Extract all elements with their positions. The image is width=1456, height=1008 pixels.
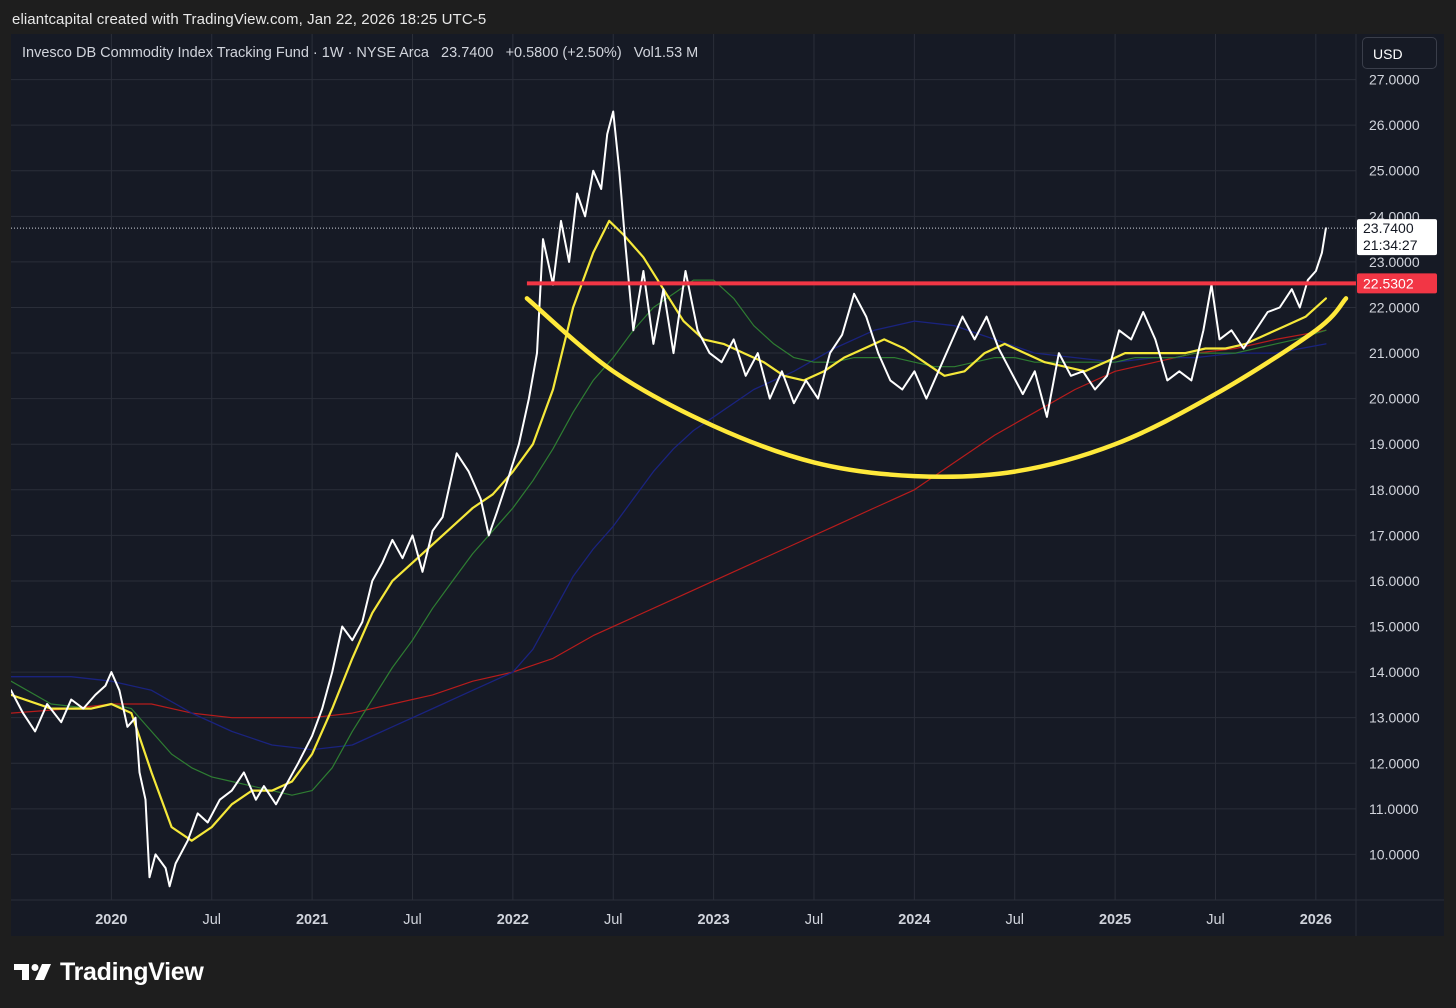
y-tick-label: 20.0000 — [1369, 391, 1420, 407]
legend-vol-value: 1.53 M — [653, 45, 699, 61]
last-price-label-bg — [1357, 219, 1437, 256]
legend-vol-label: Vol — [633, 45, 654, 61]
footer-logo[interactable]: TradingView — [14, 957, 204, 987]
x-tick-label: 2025 — [1099, 912, 1131, 928]
tradingview-logo-icon — [14, 964, 51, 980]
time-axis[interactable]: 2020 Jul 2021 Jul 2022 Jul 2023 Jul 2024 Jul 2025 J… — [95, 912, 1332, 928]
x-tick-label: 2020 — [95, 912, 127, 928]
tradingview-logo-text: TradingView — [60, 957, 204, 986]
series-layer — [11, 110, 1327, 888]
chart-frame[interactable]: 10.0000 11.0000 12.0000 13.0000 14.0000 15.00… — [11, 34, 1444, 936]
cup-drawing[interactable] — [524, 296, 1349, 480]
y-tick-label: 15.0000 — [1369, 619, 1420, 635]
series-ma-blue — [11, 320, 1327, 751]
x-tick-label: Jul — [604, 912, 623, 928]
y-tick-label: 21.0000 — [1369, 345, 1420, 361]
legend-price: 23.7400 — [441, 45, 494, 61]
chart-legend: Invesco DB Commodity Index Tracking Fund… — [22, 45, 698, 61]
x-tick-label: 2024 — [898, 912, 930, 928]
y-tick-label: 16.0000 — [1369, 573, 1420, 589]
series-ma-yellow — [11, 219, 1327, 842]
y-tick-label: 10.0000 — [1369, 846, 1420, 862]
x-tick-label: Jul — [202, 912, 221, 928]
y-tick-label: 26.0000 — [1369, 117, 1420, 133]
y-tick-label: 13.0000 — [1369, 710, 1420, 726]
countdown-label: 21:34:27 — [1363, 237, 1418, 253]
y-tick-label: 19.0000 — [1369, 436, 1420, 452]
x-tick-label: 2022 — [497, 912, 529, 928]
y-tick-label: 11.0000 — [1369, 801, 1419, 817]
chart-svg[interactable]: 10.0000 11.0000 12.0000 13.0000 14.0000 15.00… — [11, 34, 1444, 936]
overlay-layer — [11, 227, 1356, 480]
grid — [11, 34, 1356, 900]
resistance-label-bg — [1357, 273, 1437, 294]
last-price-label: 23.7400 — [1363, 220, 1414, 236]
resistance-label: 22.5302 — [1363, 275, 1414, 291]
x-tick-label: 2026 — [1300, 912, 1332, 928]
chart-credit: eliantcapital created with TradingView.c… — [12, 11, 487, 28]
legend-change: +0.5800 (+2.50%) — [505, 45, 622, 61]
x-tick-label: Jul — [1206, 912, 1225, 928]
series-ma-red — [11, 329, 1327, 719]
x-tick-label: 2023 — [697, 912, 729, 928]
x-tick-label: Jul — [1005, 912, 1024, 928]
y-tick-label: 12.0000 — [1369, 755, 1420, 771]
x-tick-label: Jul — [403, 912, 422, 928]
price-axis[interactable]: 10.0000 11.0000 12.0000 13.0000 14.0000 15.00… — [1369, 72, 1420, 863]
legend-symbol: Invesco DB Commodity Index Tracking Fund… — [22, 45, 429, 61]
series-price — [11, 110, 1327, 888]
y-tick-label: 14.0000 — [1369, 664, 1420, 680]
y-tick-label: 22.0000 — [1369, 299, 1420, 315]
y-tick-label: 18.0000 — [1369, 482, 1420, 498]
x-tick-label: 2021 — [296, 912, 328, 928]
x-tick-label: Jul — [805, 912, 824, 928]
y-tick-label: 25.0000 — [1369, 163, 1420, 179]
y-tick-label: 17.0000 — [1369, 527, 1420, 543]
currency-button[interactable]: USD — [1362, 37, 1437, 69]
y-tick-label: 27.0000 — [1369, 72, 1420, 88]
y-tick-label: 23.0000 — [1369, 254, 1420, 270]
